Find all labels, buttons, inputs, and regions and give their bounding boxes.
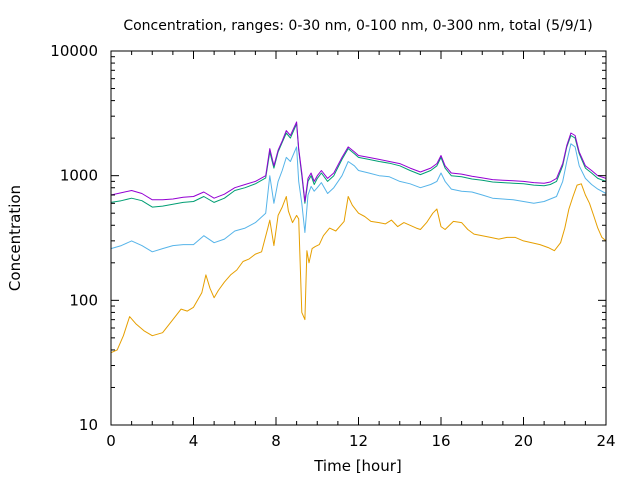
x-axis-label: Time [hour] bbox=[313, 457, 402, 475]
x-tick-label: 20 bbox=[514, 432, 533, 450]
series-line-4 bbox=[110, 121, 607, 202]
x-tick-label: 8 bbox=[271, 432, 281, 450]
y-tick-label: 1000 bbox=[60, 167, 98, 185]
series-line-3 bbox=[110, 123, 607, 208]
axis-ticks: 0 4 8 12 16 20 24 10 100 1000 10000 bbox=[50, 42, 615, 450]
x-tick-label: 12 bbox=[349, 432, 368, 450]
y-tick-label: 10000 bbox=[50, 42, 98, 60]
x-tick-label: 24 bbox=[596, 432, 615, 450]
plot-frame bbox=[110, 50, 607, 426]
series-line-1 bbox=[110, 183, 607, 354]
x-tick-label: 4 bbox=[189, 432, 199, 450]
series-line-2 bbox=[110, 143, 607, 253]
y-tick-label: 100 bbox=[69, 291, 98, 309]
plot-area bbox=[110, 121, 607, 354]
chart-title: Concentration, ranges: 0-30 nm, 0-100 nm… bbox=[123, 18, 592, 34]
y-tick-label: 10 bbox=[79, 416, 98, 434]
x-tick-label: 16 bbox=[431, 432, 450, 450]
x-tick-label: 0 bbox=[106, 432, 116, 450]
y-axis-label: Concentration bbox=[6, 185, 24, 291]
